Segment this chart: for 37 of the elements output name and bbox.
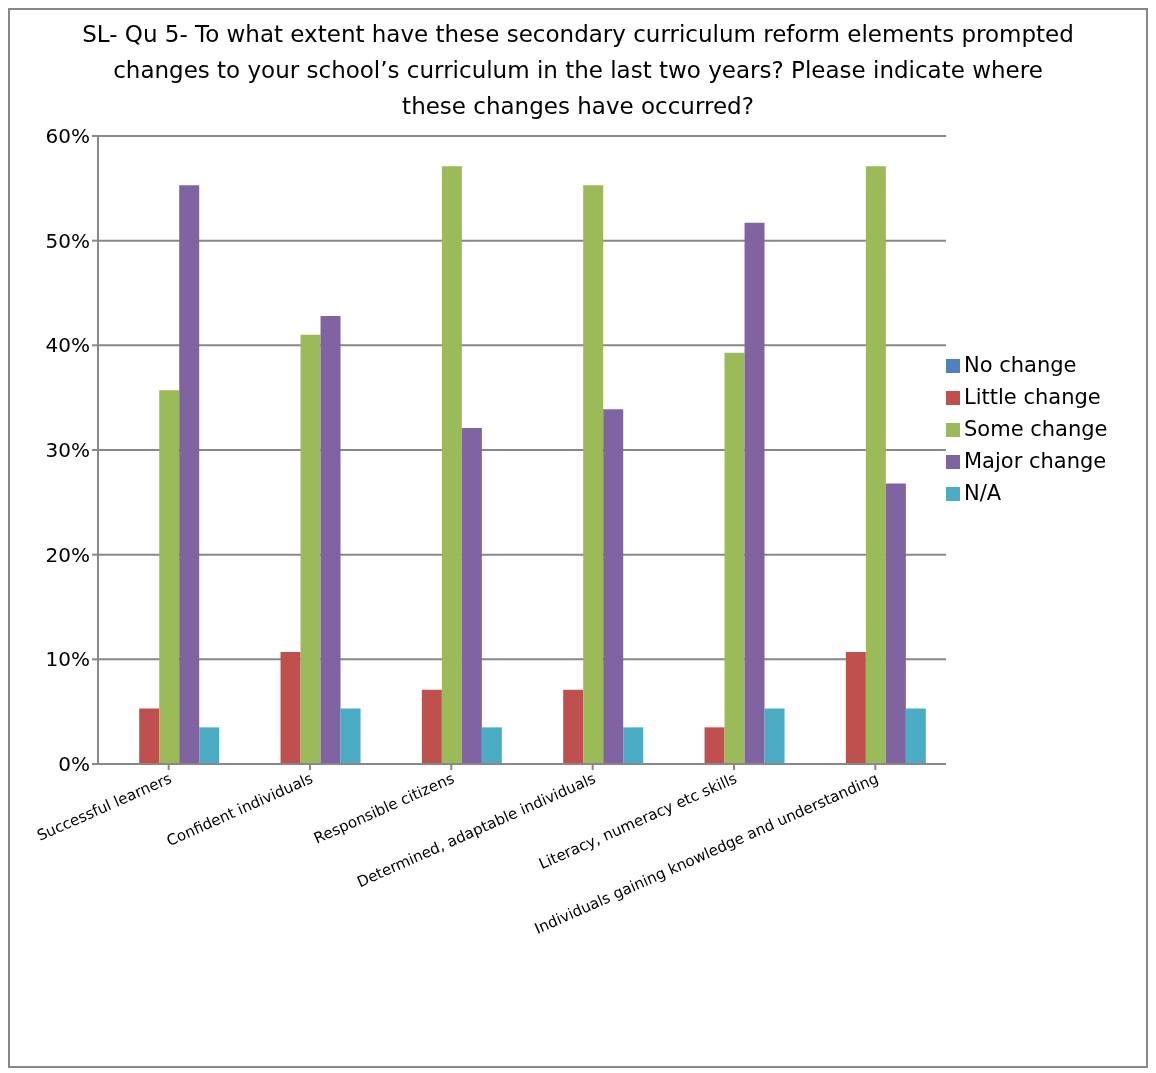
legend-label: N/A: [964, 481, 1002, 505]
bar: [179, 185, 200, 764]
bar: [441, 166, 462, 764]
y-tick-label: 30%: [45, 438, 90, 463]
bar: [865, 166, 886, 764]
y-tick-label: 20%: [45, 542, 90, 567]
bar: [563, 689, 584, 764]
y-tick-label: 0%: [58, 752, 90, 777]
bar: [320, 316, 341, 764]
bar: [199, 727, 220, 764]
bar: [139, 708, 160, 764]
bar: [744, 222, 765, 764]
bar: [583, 185, 604, 764]
bar: [280, 652, 301, 764]
legend-label: Major change: [964, 449, 1107, 473]
y-tick-label: 40%: [45, 333, 90, 358]
bar: [300, 334, 321, 764]
bar: [481, 727, 502, 764]
legend-label: No change: [964, 353, 1077, 377]
legend-label: Some change: [964, 417, 1108, 441]
bar: [905, 708, 926, 764]
bar: [845, 652, 866, 764]
bar: [421, 689, 442, 764]
bar: [159, 390, 180, 764]
bar: [704, 727, 725, 764]
legend-label: Little change: [964, 385, 1101, 409]
bar: [623, 727, 644, 764]
bar: [885, 483, 906, 764]
bar: [461, 428, 482, 764]
y-tick-label: 60%: [45, 124, 90, 149]
bar: [764, 708, 785, 764]
y-tick-label: 10%: [45, 647, 90, 672]
chart-title: SL- Qu 5- To what extent have these secondary curriculum reform elements prompted changes to your school’s curriculum in the last two years? Please indicate where these changes have occurred?: [81, 20, 1075, 121]
bar: [603, 409, 624, 764]
y-tick-label: 50%: [45, 228, 90, 253]
bar: [724, 352, 745, 764]
bar: [340, 708, 361, 764]
